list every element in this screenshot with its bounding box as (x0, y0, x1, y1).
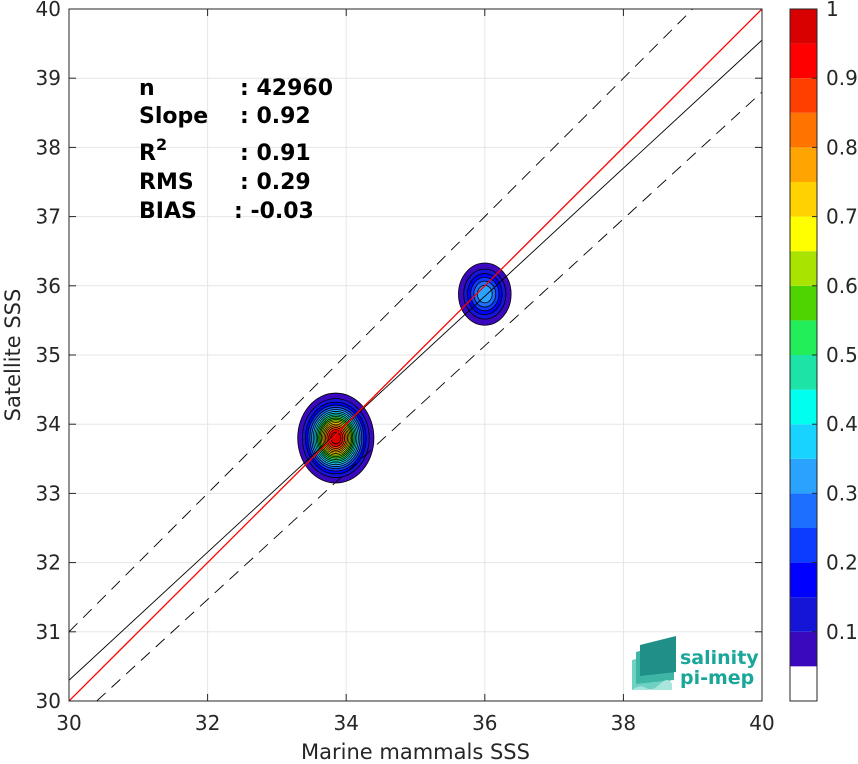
y-tick-label: 38 (36, 135, 61, 159)
y-tick-label: 35 (36, 343, 61, 367)
x-tick-label: 30 (56, 711, 81, 735)
y-tick-label: 37 (36, 205, 61, 229)
colorbar-tick-label: 0.3 (826, 481, 858, 505)
stats-box: n : 42960 Slope : 0.92 R2 : 0.91 RMS : 0.29 BIAS… (139, 76, 333, 224)
colorbar-band (790, 112, 817, 148)
axis-ticks: 30 32 34 36 38 40 30 31 32 33 34 35 36 37 38 39 40 (36, 0, 775, 735)
colorbar-band (790, 493, 817, 528)
x-tick-label: 34 (333, 711, 358, 735)
colorbar-band (790, 43, 817, 79)
x-tick-label: 36 (472, 711, 497, 735)
colorbar-band (790, 216, 817, 252)
upper-bound-line (69, 9, 694, 633)
colorbar-band (790, 320, 817, 355)
stat-key: BIAS (139, 199, 197, 224)
colorbar-band (790, 251, 817, 286)
density-contours (297, 262, 512, 484)
colorbar-tick-label: 1 (826, 0, 839, 21)
colorbar-band (790, 458, 817, 494)
y-axis-label: Satellite SSS (1, 289, 25, 422)
x-tick-label: 32 (195, 711, 220, 735)
colorbar-band (790, 285, 817, 321)
colorbar-band (790, 562, 817, 598)
colorbar-band (790, 389, 817, 425)
colorbar: 0.1 0.2 0.3 0.4 0.5 0.6 0.7 0.8 0.9 1 (789, 0, 858, 702)
colorbar-band (790, 631, 817, 667)
y-tick-label: 30 (36, 689, 61, 713)
colorbar-band-empty (790, 666, 817, 701)
regression-lines (69, 9, 762, 701)
fit-line (69, 39, 762, 681)
y-tick-label: 34 (36, 412, 61, 436)
colorbar-tick-label: 0.9 (826, 66, 858, 90)
colorbar-band (790, 355, 817, 390)
colorbar-band (790, 597, 817, 632)
x-tick-label: 40 (749, 711, 774, 735)
stat-value: : 0.29 (240, 170, 311, 195)
logo-waves-icon (632, 636, 676, 690)
y-tick-label: 39 (36, 66, 61, 90)
stat-key: R2 (139, 135, 167, 166)
colorbar-band (790, 9, 817, 44)
colorbar-band (790, 424, 817, 459)
identity-line (69, 9, 762, 701)
colorbar-tick-label: 0.7 (826, 205, 858, 229)
colorbar-band (790, 528, 817, 563)
y-tick-label: 31 (36, 620, 61, 644)
colorbar-tick-label: 0.2 (826, 551, 858, 575)
stat-value: : 0.92 (240, 104, 311, 129)
stat-key: Slope (139, 104, 208, 129)
colorbar-band (790, 78, 817, 113)
x-axis-label: Marine mammals SSS (301, 740, 530, 764)
stat-value: : 42960 (240, 76, 333, 101)
logo-line1: salinity (680, 647, 759, 669)
colorbar-tick-label: 0.4 (826, 412, 858, 436)
logo-line2: pi-mep (680, 667, 754, 689)
colorbar-tick-label: 0.1 (826, 620, 858, 644)
colorbar-tick-label: 0.5 (826, 343, 858, 367)
stat-value: : -0.03 (234, 199, 314, 224)
y-tick-label: 33 (36, 481, 61, 505)
stat-key-sup: 2 (156, 135, 167, 154)
y-tick-label: 32 (36, 551, 61, 575)
salinity-pi-mep-logo: salinity pi-mep (632, 636, 759, 690)
colorbar-tick-label: 0.6 (826, 274, 858, 298)
lower-bound-line (96, 91, 762, 701)
y-tick-label: 40 (36, 0, 61, 21)
x-tick-label: 38 (611, 711, 636, 735)
colorbar-band (790, 182, 817, 217)
stat-key: n (139, 76, 155, 101)
y-tick-label: 36 (36, 274, 61, 298)
stat-key: RMS (139, 170, 194, 195)
stat-value: : 0.91 (240, 141, 311, 166)
colorbar-band (790, 147, 817, 182)
colorbar-tick-label: 0.8 (826, 135, 858, 159)
